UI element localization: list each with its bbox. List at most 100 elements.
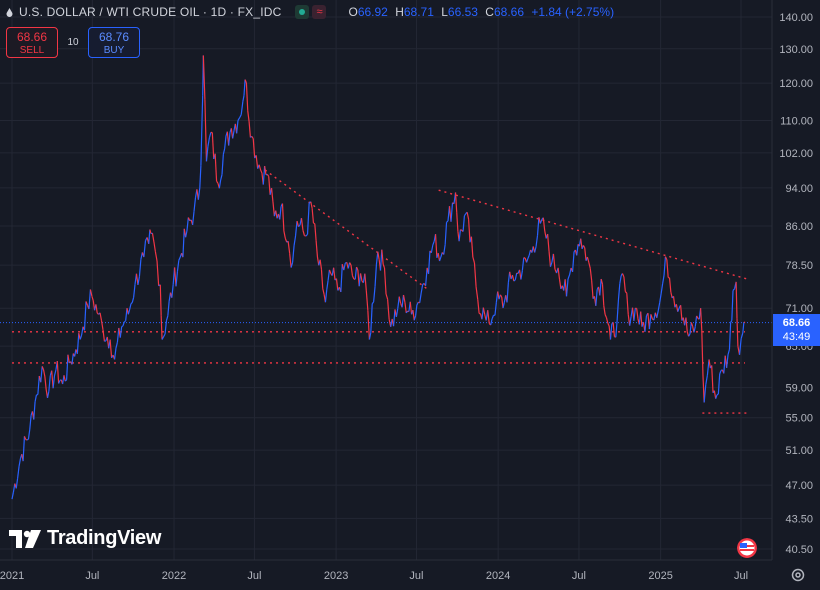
- price-segment: [619, 275, 622, 284]
- price-segment: [175, 271, 179, 287]
- price-segment: [412, 310, 415, 321]
- price-segment: [616, 299, 620, 321]
- price-segment: [130, 301, 133, 305]
- price-segment: [742, 321, 745, 334]
- price-segment: [511, 274, 515, 282]
- price-segment: [547, 233, 550, 252]
- price-segment: [121, 325, 124, 328]
- price-segment: [164, 320, 168, 335]
- chart-header: U.S. DOLLAR / WTI CRUDE OIL · 1D · FX_ID…: [6, 4, 614, 20]
- price-segment: [349, 262, 352, 266]
- price-segment: [46, 391, 50, 399]
- price-segment: [371, 301, 375, 305]
- sell-button[interactable]: 68.66 SELL: [6, 27, 58, 58]
- price-segment: [644, 315, 648, 332]
- price-segment: [633, 308, 636, 321]
- price-segment: [248, 121, 252, 138]
- x-axis[interactable]: 2021 Jul 2022 Jul 2023 Jul 2024 Jul 2025 Jul: [0, 570, 748, 582]
- x-tick-label: Jul: [85, 570, 99, 582]
- price-segment: [306, 202, 310, 235]
- price-segment: [595, 289, 598, 306]
- price-segment: [143, 240, 147, 258]
- price-segment: [40, 366, 43, 383]
- price-segment: [621, 273, 625, 278]
- price-segment: [281, 203, 285, 231]
- price-segment: [717, 373, 721, 395]
- spread-value: 10: [67, 37, 79, 48]
- tradingview-logo[interactable]: TradingView: [9, 527, 161, 550]
- price-segment: [368, 332, 372, 340]
- price-segment: [96, 312, 99, 315]
- price-segment: [29, 415, 32, 430]
- price-segment: [320, 269, 324, 289]
- price-segment: [310, 201, 313, 209]
- price-segment: [413, 315, 417, 321]
- price-segment: [287, 241, 291, 254]
- price-segment: [731, 290, 734, 321]
- price-segment: [688, 333, 691, 337]
- price-segment: [680, 305, 683, 321]
- price-segment: [659, 293, 662, 303]
- price-segment: [200, 120, 203, 166]
- price-segment: [245, 82, 249, 111]
- price-segment: [224, 136, 227, 149]
- price-segment: [17, 466, 20, 479]
- price-segment: [414, 304, 418, 316]
- market-open-dot-icon[interactable]: [295, 5, 310, 19]
- us-flag-icon[interactable]: [737, 538, 757, 558]
- y-tick-label: 40.50: [785, 544, 813, 556]
- price-segment: [71, 353, 74, 365]
- price-segment: [185, 230, 188, 238]
- price-segment: [161, 336, 165, 340]
- y-axis[interactable]: 140.00 130.00 120.00 110.00 102.00 94.00 86.00…: [779, 12, 813, 556]
- price-segment: [437, 252, 441, 262]
- price-segment: [392, 309, 396, 327]
- buy-button[interactable]: 68.76 BUY: [88, 27, 140, 58]
- price-segment: [163, 333, 166, 338]
- price-segment: [552, 253, 556, 270]
- price-segment: [382, 264, 386, 269]
- price-segment: [636, 308, 639, 319]
- gear-icon[interactable]: [790, 567, 806, 583]
- y-tick-label: 59.00: [785, 383, 813, 395]
- price-segment: [109, 339, 113, 358]
- price-segment: [727, 349, 731, 355]
- symbol-title[interactable]: U.S. DOLLAR / WTI CRUDE OIL · 1D · FX_ID…: [19, 5, 282, 19]
- price-segment: [122, 321, 125, 327]
- price-segment: [99, 312, 103, 321]
- price-segment: [656, 310, 659, 318]
- wave-icon[interactable]: ≈: [312, 5, 327, 19]
- price-segment: [527, 255, 530, 259]
- price-segment: [359, 273, 363, 282]
- price-segment: [123, 320, 127, 323]
- price-segment: [580, 238, 583, 250]
- price-segment: [693, 326, 696, 333]
- price-segment: [311, 208, 315, 224]
- price-segment: [251, 135, 254, 139]
- price-segment: [663, 256, 667, 276]
- price-segment: [438, 256, 442, 262]
- price-segment: [279, 206, 282, 220]
- price-segment: [324, 289, 328, 303]
- close-key: C: [485, 5, 494, 19]
- price-segment: [534, 246, 537, 253]
- price-segment: [740, 332, 744, 339]
- price-segment: [115, 342, 118, 349]
- price-segment: [314, 223, 317, 241]
- price-segment: [535, 235, 539, 247]
- price-segment: [228, 132, 231, 146]
- price-segment: [490, 318, 493, 326]
- price-segment: [258, 164, 262, 171]
- price-segment: [270, 187, 274, 202]
- price-segment: [232, 130, 235, 139]
- price-segment: [491, 315, 495, 319]
- y-tick-label: 110.00: [780, 115, 813, 127]
- price-segment: [466, 212, 470, 220]
- trendline[interactable]: [264, 169, 430, 292]
- price-segment: [182, 228, 185, 258]
- price-segment: [514, 272, 518, 281]
- price-segment: [711, 365, 714, 393]
- price-segment: [79, 334, 83, 340]
- trendline[interactable]: [438, 189, 748, 280]
